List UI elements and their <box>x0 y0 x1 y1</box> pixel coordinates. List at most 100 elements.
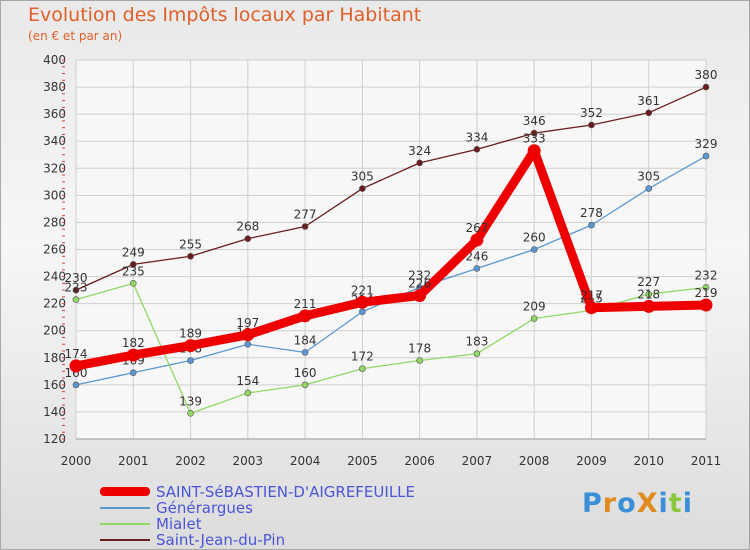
data-point <box>244 340 252 348</box>
data-point <box>129 261 137 268</box>
y-tick-label: 260 <box>43 243 66 257</box>
y-tick-label: 320 <box>43 161 66 175</box>
y-tick-label: 180 <box>43 351 66 365</box>
data-point <box>645 290 653 298</box>
data-label: 260 <box>523 231 546 245</box>
data-label: 267 <box>465 221 488 235</box>
series-line <box>75 86 707 291</box>
data-label: 184 <box>294 333 317 347</box>
legend-swatch <box>100 487 150 496</box>
data-point <box>301 381 309 389</box>
logo-letter: i <box>658 488 669 519</box>
legend-swatch <box>100 523 150 525</box>
data-point <box>187 357 194 364</box>
data-label: 246 <box>465 249 488 263</box>
data-point <box>413 289 427 303</box>
y-tick-label: 140 <box>43 405 66 419</box>
data-point <box>72 381 80 389</box>
data-label: 305 <box>351 170 374 184</box>
data-point <box>702 284 710 291</box>
data-point <box>129 369 137 376</box>
y-tick-label: 160 <box>43 378 66 392</box>
x-tick-label: 2005 <box>347 454 378 468</box>
data-point <box>527 144 541 158</box>
data-point <box>530 315 538 322</box>
data-point <box>645 109 653 117</box>
legend-swatch <box>100 539 150 541</box>
data-label: 174 <box>65 347 88 361</box>
data-point <box>470 233 484 247</box>
data-point <box>473 146 481 153</box>
data-point <box>645 185 653 192</box>
x-tick-label: 2007 <box>462 454 493 468</box>
data-point <box>244 389 252 397</box>
y-tick-label: 380 <box>43 80 66 94</box>
chart-subtitle: (en € et par an) <box>28 29 123 43</box>
proxiti-logo: ProXiti <box>582 488 693 519</box>
data-label: 324 <box>408 144 431 158</box>
logo-letter: r <box>602 488 618 519</box>
x-tick-label: 2009 <box>576 454 607 468</box>
data-point <box>473 350 481 358</box>
x-tick-label: 2002 <box>175 454 206 468</box>
x-tick-label: 2004 <box>290 454 321 468</box>
data-point <box>187 252 194 260</box>
logo-letter: i <box>682 488 693 519</box>
data-point <box>530 246 538 253</box>
logo-letter: P <box>582 488 603 519</box>
x-tick-label: 2001 <box>118 454 149 468</box>
data-point <box>241 328 255 342</box>
data-label: 178 <box>408 341 431 355</box>
data-label: 235 <box>122 264 145 278</box>
y-tick-label: 360 <box>43 107 66 121</box>
data-label: 223 <box>65 281 88 295</box>
data-point <box>588 121 595 129</box>
data-label: 329 <box>695 137 718 151</box>
x-tick-label: 2000 <box>61 454 92 468</box>
logo-letter: X <box>636 488 659 519</box>
data-label: 217 <box>580 289 603 303</box>
data-label: 380 <box>695 68 718 82</box>
data-point <box>298 309 312 323</box>
data-label: 219 <box>695 286 718 300</box>
data-label: 182 <box>122 336 145 350</box>
data-point <box>72 296 80 303</box>
data-label: 197 <box>236 316 259 330</box>
data-point <box>72 286 80 294</box>
data-label: 230 <box>65 271 88 285</box>
data-point <box>588 221 595 229</box>
data-label: 232 <box>408 268 431 282</box>
x-tick-label: 2006 <box>404 454 435 468</box>
y-tick-label: 240 <box>43 270 66 284</box>
data-label: 305 <box>637 170 660 184</box>
data-point <box>184 339 198 353</box>
data-point <box>129 280 137 287</box>
data-label: 183 <box>465 335 488 349</box>
y-tick-label: 280 <box>43 215 66 229</box>
data-point <box>584 301 598 315</box>
data-point <box>473 265 481 272</box>
data-point <box>702 83 710 91</box>
data-point <box>702 152 710 160</box>
data-label: 278 <box>580 206 603 220</box>
data-label: 154 <box>236 374 259 388</box>
y-tick-label: 120 <box>43 432 66 446</box>
data-point <box>69 359 83 373</box>
data-label: 218 <box>637 287 660 301</box>
data-point <box>359 308 366 316</box>
data-label: 226 <box>408 277 431 291</box>
data-label: 255 <box>179 237 202 251</box>
y-tick-label: 220 <box>43 297 66 311</box>
data-label: 346 <box>523 114 546 128</box>
y-tick-label: 300 <box>43 188 66 202</box>
legend-label: Mialet <box>156 515 202 533</box>
data-label: 334 <box>465 130 488 144</box>
data-point <box>699 298 713 312</box>
data-label: 361 <box>637 94 660 108</box>
data-label: 249 <box>122 245 145 259</box>
chart-title: Evolution des Impôts locaux par Habitant <box>28 4 422 26</box>
data-label: 160 <box>294 366 317 380</box>
data-point <box>416 159 423 167</box>
data-label: 232 <box>695 268 718 282</box>
data-point <box>416 357 423 364</box>
